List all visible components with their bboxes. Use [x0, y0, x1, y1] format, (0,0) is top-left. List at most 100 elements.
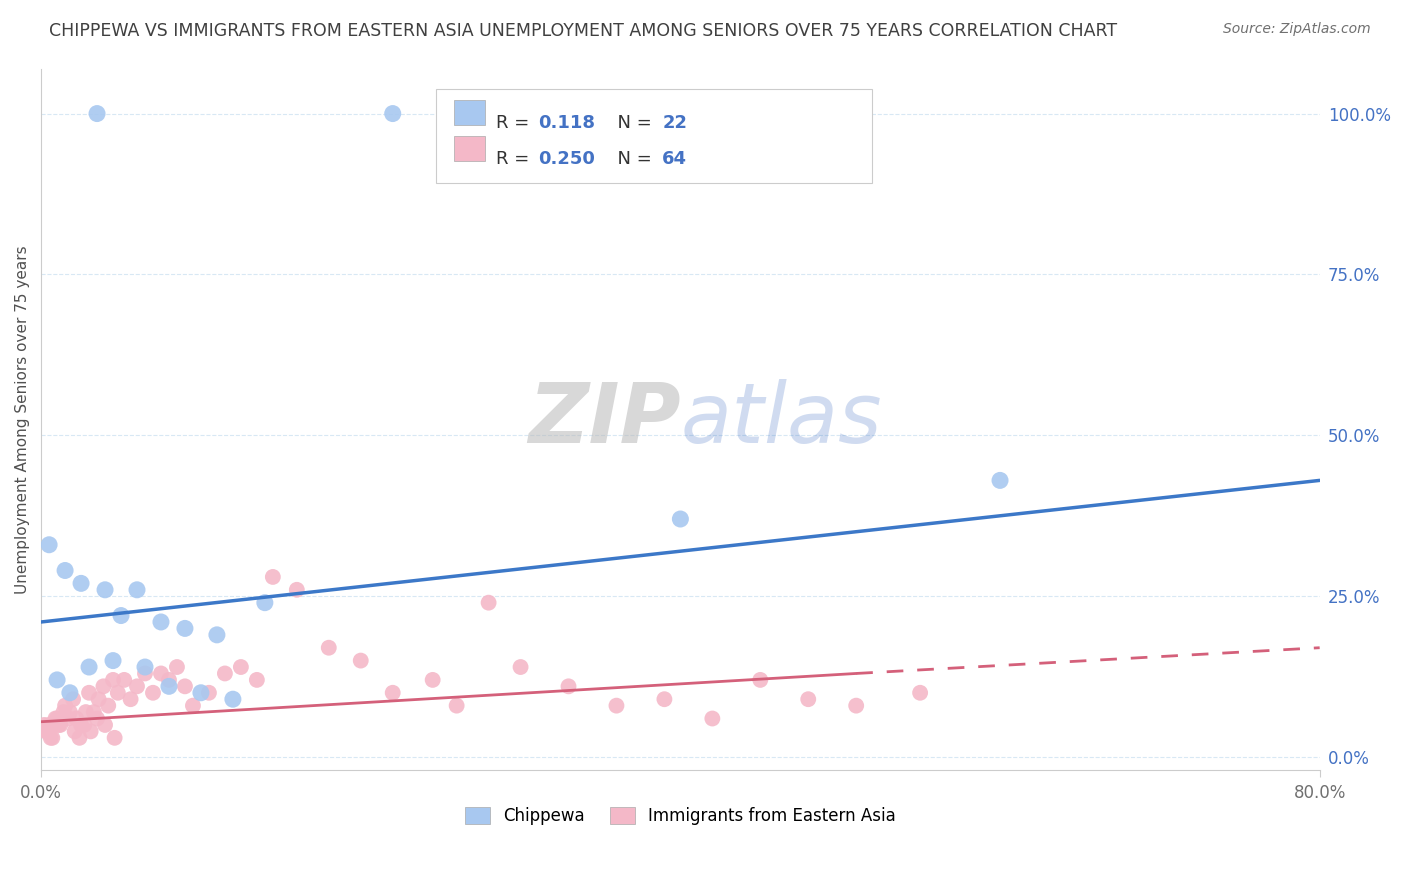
Point: [44, 712, 66, 726]
Point: [37, 724, 59, 739]
Point: [70, 576, 93, 591]
Point: [101, 654, 124, 668]
Point: [134, 660, 156, 674]
Point: [38, 538, 60, 552]
Point: [198, 686, 221, 700]
Point: [381, 106, 404, 120]
Text: R =: R =: [496, 150, 536, 168]
Point: [669, 512, 692, 526]
Point: [214, 666, 236, 681]
Point: [262, 570, 284, 584]
Point: [125, 679, 148, 693]
Point: [46, 712, 69, 726]
Point: [70, 718, 93, 732]
Point: [75, 705, 97, 719]
Text: N =: N =: [606, 114, 658, 132]
Point: [350, 654, 373, 668]
Text: ZIP: ZIP: [527, 379, 681, 459]
Point: [142, 686, 165, 700]
Point: [110, 608, 132, 623]
Point: [104, 731, 127, 745]
Point: [174, 622, 197, 636]
Point: [79, 724, 101, 739]
Point: [69, 731, 91, 745]
Point: [62, 692, 84, 706]
Y-axis label: Unemployment Among Seniors over 75 years: Unemployment Among Seniors over 75 years: [15, 245, 30, 593]
Point: [605, 698, 627, 713]
Point: [908, 686, 931, 700]
Point: [46, 673, 69, 687]
Point: [174, 679, 197, 693]
Point: [318, 640, 340, 655]
Point: [988, 474, 1011, 488]
Point: [41, 731, 63, 745]
Point: [166, 660, 188, 674]
Point: [229, 660, 252, 674]
Point: [654, 692, 676, 706]
Point: [149, 666, 172, 681]
Point: [38, 718, 60, 732]
Point: [422, 673, 444, 687]
Text: N =: N =: [606, 150, 658, 168]
Point: [87, 692, 110, 706]
Point: [120, 692, 142, 706]
Point: [222, 692, 245, 706]
Point: [112, 673, 135, 687]
Point: [86, 106, 108, 120]
Point: [94, 718, 117, 732]
Point: [702, 712, 724, 726]
Point: [53, 564, 76, 578]
Point: [797, 692, 820, 706]
Point: [52, 705, 75, 719]
Text: CHIPPEWA VS IMMIGRANTS FROM EASTERN ASIA UNEMPLOYMENT AMONG SENIORS OVER 75 YEAR: CHIPPEWA VS IMMIGRANTS FROM EASTERN ASIA…: [49, 22, 1118, 40]
Legend: Chippewa, Immigrants from Eastern Asia: Chippewa, Immigrants from Eastern Asia: [465, 806, 896, 825]
Point: [107, 686, 129, 700]
Point: [83, 705, 105, 719]
Point: [101, 673, 124, 687]
Text: Source: ZipAtlas.com: Source: ZipAtlas.com: [1223, 22, 1371, 37]
Point: [42, 718, 65, 732]
Point: [59, 686, 82, 700]
Point: [59, 705, 82, 719]
Point: [94, 582, 117, 597]
Point: [134, 666, 156, 681]
Point: [35, 724, 58, 739]
Point: [65, 712, 87, 726]
Point: [125, 582, 148, 597]
Point: [285, 582, 308, 597]
Point: [77, 660, 100, 674]
Point: [63, 724, 86, 739]
Point: [381, 686, 404, 700]
Point: [53, 698, 76, 713]
Text: atlas: atlas: [681, 379, 882, 459]
Point: [557, 679, 579, 693]
Point: [181, 698, 204, 713]
Text: 0.250: 0.250: [538, 150, 595, 168]
Point: [246, 673, 269, 687]
Point: [845, 698, 868, 713]
Point: [49, 718, 72, 732]
Point: [149, 615, 172, 629]
Point: [749, 673, 772, 687]
Point: [77, 686, 100, 700]
Text: 0.118: 0.118: [538, 114, 596, 132]
Point: [48, 718, 70, 732]
Point: [34, 718, 56, 732]
Point: [73, 718, 96, 732]
Point: [205, 628, 228, 642]
Point: [39, 731, 62, 745]
Text: 22: 22: [662, 114, 688, 132]
Text: 64: 64: [662, 150, 688, 168]
Point: [97, 698, 120, 713]
Point: [157, 673, 180, 687]
Point: [58, 712, 80, 726]
Point: [86, 712, 108, 726]
Text: R =: R =: [496, 114, 536, 132]
Point: [157, 679, 180, 693]
Point: [509, 660, 531, 674]
Point: [446, 698, 468, 713]
Point: [93, 679, 115, 693]
Point: [478, 596, 501, 610]
Point: [253, 596, 276, 610]
Point: [190, 686, 212, 700]
